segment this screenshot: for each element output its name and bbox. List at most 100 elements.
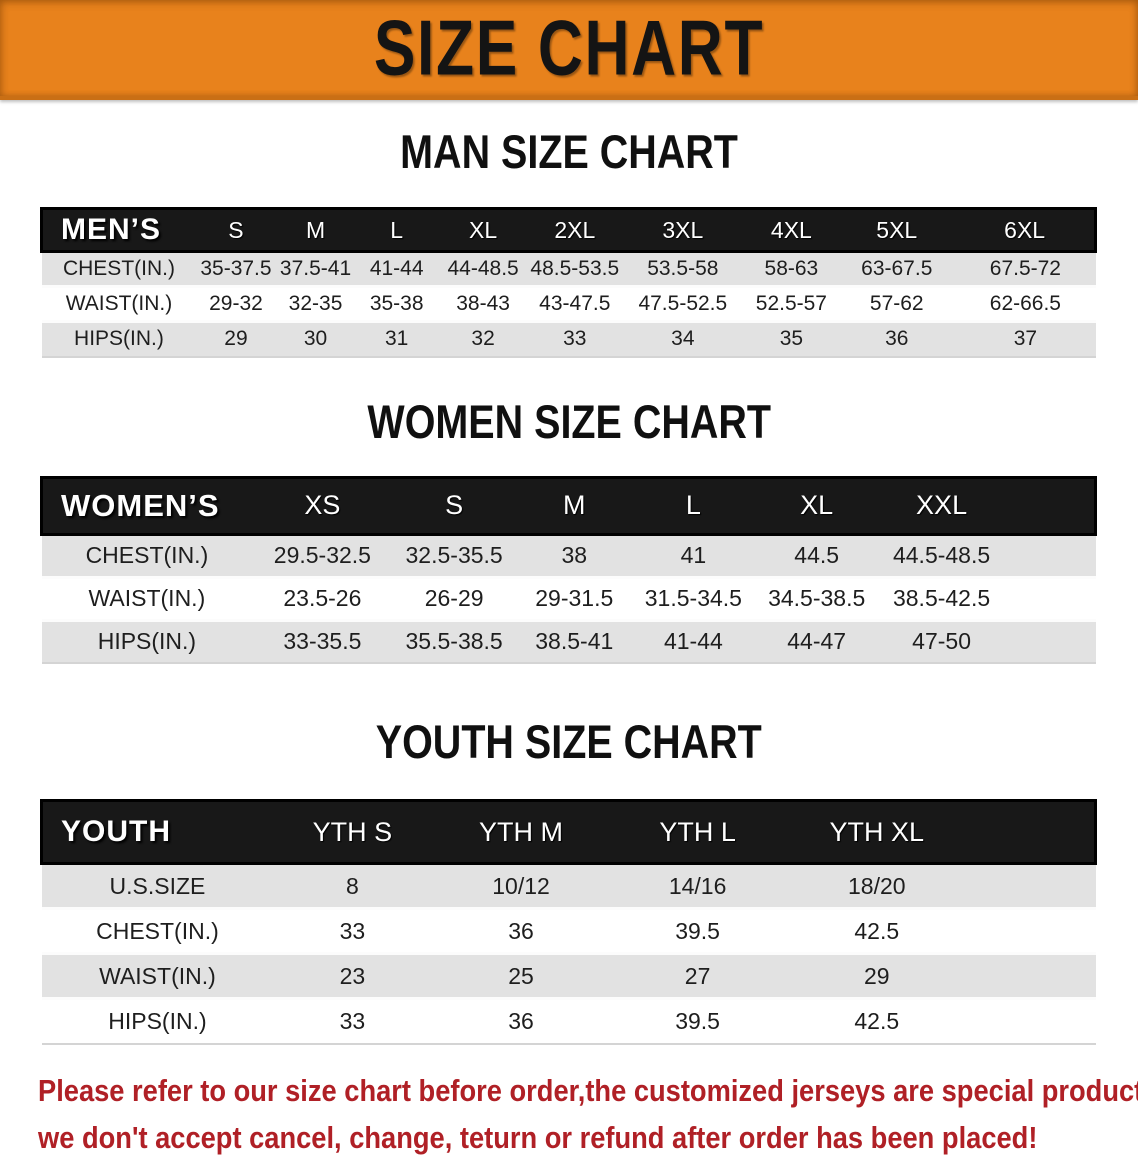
size-value — [1003, 533, 1096, 577]
size-value: 43-47.5 — [528, 285, 622, 322]
size-value — [968, 952, 1096, 999]
women-section-heading: WOMEN SIZE CHART — [367, 394, 771, 448]
size-value: 38-43 — [437, 285, 529, 322]
table-row: WAIST(IN.) 23 25 27 29 — [41, 952, 1096, 999]
size-value: 14/16 — [610, 862, 785, 909]
men-section-heading: MAN SIZE CHART — [400, 125, 738, 178]
table-row: CHEST(IN.) 33 36 39.5 42.5 — [41, 907, 1096, 954]
size-column-header: XXL — [879, 477, 1004, 534]
size-value: 53.5-58 — [621, 250, 745, 287]
size-value: 18/20 — [784, 862, 969, 909]
table-row: HIPS(IN.) 33 36 39.5 42.5 — [41, 997, 1096, 1045]
size-column-header: M — [275, 208, 356, 252]
size-column-header: XL — [437, 208, 529, 252]
table-row: CHEST(IN.) 35-37.5 37.5-41 41-44 44-48.5 48.5… — [41, 250, 1096, 287]
size-value: 23.5-26 — [252, 575, 393, 620]
row-label: U.S.SIZE — [41, 862, 274, 909]
row-label: WAIST(IN.) — [41, 285, 197, 322]
row-label: CHEST(IN.) — [41, 533, 253, 577]
size-column-header: M — [515, 477, 633, 534]
filler-cell — [968, 800, 1096, 864]
youth-section-heading: YOUTH SIZE CHART — [375, 715, 763, 768]
size-value: 38.5-42.5 — [879, 575, 1004, 620]
table-title-cell: WOMEN’S — [41, 477, 253, 534]
banner-title: SIZE CHART — [373, 4, 765, 92]
disclaimer-line-1: Please refer to our size chart before or… — [38, 1072, 1138, 1108]
size-value: 34.5-38.5 — [753, 575, 880, 620]
table-row: CHEST(IN.) 29.5-32.5 32.5-35.5 38 41 44.5 44.5… — [41, 533, 1096, 577]
size-column-header: YTH XL — [784, 800, 969, 864]
size-value: 27 — [610, 952, 785, 999]
size-value: 33 — [273, 907, 432, 954]
size-column-header: XL — [753, 477, 880, 534]
disclaimer-line-2: we don't accept cancel, change, teturn o… — [38, 1119, 1038, 1155]
size-value: 41-44 — [355, 250, 438, 287]
size-value: 25 — [431, 952, 611, 999]
size-value: 29-31.5 — [515, 575, 633, 620]
size-value: 44.5-48.5 — [879, 533, 1004, 577]
size-value: 44.5 — [753, 533, 880, 577]
size-value: 34 — [621, 320, 745, 358]
size-value: 57-62 — [838, 285, 956, 322]
table-title-cell: MEN’S — [41, 208, 197, 252]
youth-section: YOUTH SIZE CHART YOUTH YTH S YTH M YTH L YTH… — [0, 714, 1138, 1045]
size-value: 37 — [955, 320, 1096, 358]
row-label: CHEST(IN.) — [41, 907, 274, 954]
size-value: 35 — [744, 320, 839, 358]
size-column-header: 3XL — [621, 208, 745, 252]
size-value: 36 — [431, 997, 611, 1045]
size-value: 44-48.5 — [437, 250, 529, 287]
size-value: 30 — [275, 320, 356, 358]
size-value: 31 — [355, 320, 438, 358]
size-value: 47.5-52.5 — [621, 285, 745, 322]
size-value: 8 — [273, 862, 432, 909]
table-row: HIPS(IN.) 29 30 31 32 33 34 35 36 37 — [41, 320, 1096, 358]
row-label: HIPS(IN.) — [41, 618, 253, 664]
size-value — [1003, 618, 1096, 664]
size-value: 39.5 — [610, 907, 785, 954]
table-row: WAIST(IN.) 29-32 32-35 35-38 38-43 43-47.5 47.… — [41, 285, 1096, 322]
filler-cell — [1003, 477, 1096, 534]
size-value: 33 — [528, 320, 622, 358]
size-column-header: S — [196, 208, 276, 252]
size-value: 52.5-57 — [744, 285, 839, 322]
size-value: 67.5-72 — [955, 250, 1096, 287]
size-column-header: YTH M — [431, 800, 611, 864]
size-value: 26-29 — [392, 575, 516, 620]
size-value: 23 — [273, 952, 432, 999]
row-label: WAIST(IN.) — [41, 952, 274, 999]
size-value — [968, 862, 1096, 909]
row-label: HIPS(IN.) — [41, 320, 197, 358]
men-size-table: MEN’S S M L XL 2XL 3XL 4XL 5XL 6XL CHEST(IN.) 35-37… — [40, 207, 1097, 358]
size-value — [968, 907, 1096, 954]
size-column-header: XS — [252, 477, 393, 534]
size-value — [1003, 575, 1096, 620]
size-value: 36 — [431, 907, 611, 954]
size-value: 35.5-38.5 — [392, 618, 516, 664]
size-column-header: 2XL — [528, 208, 622, 252]
size-value: 29-32 — [196, 285, 276, 322]
size-value: 32-35 — [275, 285, 356, 322]
size-value: 29 — [196, 320, 276, 358]
size-column-header: S — [392, 477, 516, 534]
size-value: 32 — [437, 320, 529, 358]
size-column-header: 5XL — [838, 208, 956, 252]
size-value: 42.5 — [784, 907, 969, 954]
table-header-row: WOMEN’S XS S M L XL XXL — [41, 477, 1096, 534]
size-column-header: L — [632, 477, 754, 534]
size-value: 41-44 — [632, 618, 754, 664]
table-header-row: MEN’S S M L XL 2XL 3XL 4XL 5XL 6XL — [41, 208, 1096, 252]
table-row: HIPS(IN.) 33-35.5 35.5-38.5 38.5-41 41-44 44-… — [41, 618, 1096, 664]
men-section: MAN SIZE CHART MEN’S S M L XL 2XL 3XL 4XL 5XL 6XL… — [0, 124, 1138, 358]
size-value: 48.5-53.5 — [528, 250, 622, 287]
women-section: WOMEN SIZE CHART WOMEN’S XS S M L XL XXL CHEST(… — [0, 394, 1138, 664]
size-value: 39.5 — [610, 997, 785, 1045]
size-column-header: 4XL — [744, 208, 839, 252]
size-value: 32.5-35.5 — [392, 533, 516, 577]
size-chart-banner: SIZE CHART — [0, 0, 1138, 100]
size-value: 35-38 — [355, 285, 438, 322]
women-size-table: WOMEN’S XS S M L XL XXL CHEST(IN.) 29.5-32.5 32.5… — [40, 476, 1097, 664]
size-value: 63-67.5 — [838, 250, 956, 287]
size-value: 42.5 — [784, 997, 969, 1045]
size-value: 41 — [632, 533, 754, 577]
